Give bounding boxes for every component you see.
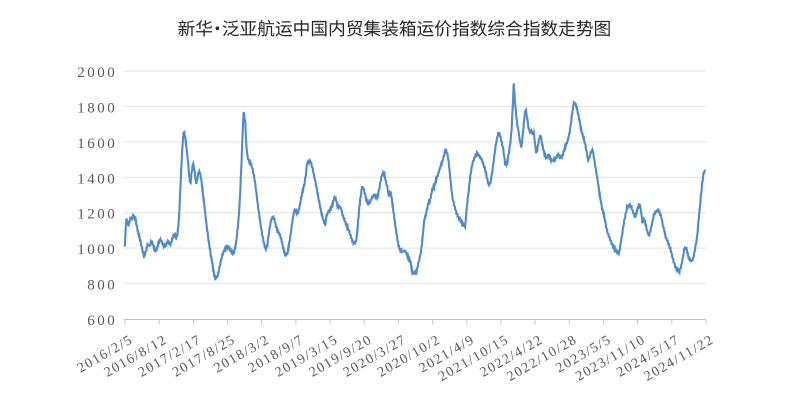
svg-text:1400: 1400 xyxy=(77,171,117,187)
svg-text:1800: 1800 xyxy=(77,100,117,116)
svg-text:800: 800 xyxy=(87,278,117,294)
svg-text:600: 600 xyxy=(87,313,117,329)
svg-text:2000: 2000 xyxy=(77,65,117,81)
svg-text:1600: 1600 xyxy=(77,136,117,152)
svg-text:1000: 1000 xyxy=(77,242,117,258)
svg-text:1200: 1200 xyxy=(77,207,117,223)
